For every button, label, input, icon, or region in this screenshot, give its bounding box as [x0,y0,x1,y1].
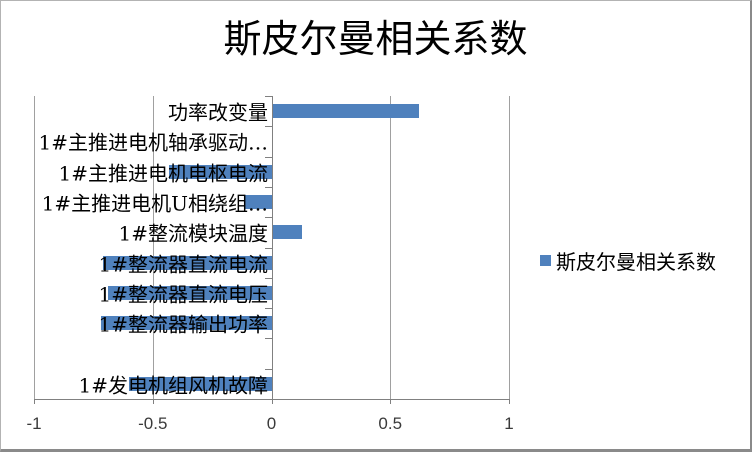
x-axis-tick-labels: -1 -0.5 0 0.5 1 [26,399,513,433]
category-boundary-tick [264,368,272,370]
legend: 斯皮尔曼相关系数 [540,248,716,274]
rows: 功率改变量 1#主推进电机轴承驱动… 1#主推进电机电枢电流 1#主推进电机U相绕组…… [34,96,509,399]
category-label: 1#发电机组风机故障 [78,373,268,398]
category-row: 功率改变量 [34,96,509,126]
category-boundary-tick [264,156,272,158]
legend-label: 斯皮尔曼相关系数 [556,249,716,274]
category-boundary-tick [264,96,272,97]
bar [100,316,272,331]
bar [129,376,272,391]
x-axis-tick-label: 1 [504,414,514,433]
category-row: 1#整流模块温度 [34,217,509,247]
category-row: 1#发电机组风机故障 [34,369,509,399]
category-boundary-tick [264,186,272,188]
gridline [390,96,392,399]
x-axis-tick-label: 0.5 [378,414,403,433]
x-axis-tick-label: -0.5 [138,414,168,433]
bar [169,164,272,179]
x-axis-tick [34,399,35,404]
x-axis-tick-label: 0 [266,414,277,433]
category-boundary-tick [264,217,272,219]
gridline [34,96,35,399]
category-row: 1#主推进电机U相绕组… [34,187,509,217]
plot-area: 功率改变量 1#主推进电机轴承驱动… 1#主推进电机电枢电流 1#主推进电机U相绕组…… [34,96,510,404]
category-row: 1#主推进电机轴承驱动… [34,126,509,156]
category-label: 功率改变量 [168,100,268,125]
category-row: 1#整流器输出功率 [34,308,509,338]
category-label: 1#主推进电机电枢电流 [58,161,268,186]
category-boundary-tick [264,308,272,310]
bar [245,195,272,210]
bar [107,285,272,300]
category-label: 1#整流器直流电压 [98,282,268,307]
category-row: 1#整流器直流电压 [34,278,509,308]
x-axis-tick [271,399,273,404]
category-label: 1#主推进电机轴承驱动… [38,130,268,155]
chart-title: 斯皮尔曼相关系数 [223,17,528,61]
x-axis-tick [509,399,510,404]
legend-swatch-icon [540,254,551,266]
bar [271,225,303,240]
gridline [152,96,154,399]
bar [271,104,419,119]
x-axis-tick [152,399,154,404]
category-axis-line [271,96,273,399]
x-axis-tick-label: -1 [26,414,42,433]
category-boundary-tick [264,277,272,279]
category-boundary-tick [264,338,272,340]
category-label: 1#整流器直流电流 [98,252,268,277]
category-label: 1#整流器输出功率 [98,312,268,337]
category-label: 1#整流模块温度 [118,221,268,246]
category-boundary-tick [264,399,272,400]
x-axis-tick [390,399,392,404]
bar [102,255,272,270]
category-label: 1#主推进电机U相绕组… [41,191,268,216]
category-row: 1#主推进电机电枢电流 [34,157,509,187]
category-boundary-tick [264,247,272,249]
gridline [509,96,510,399]
category-boundary-tick [264,126,272,128]
category-row: 1#整流器直流电流 [34,248,509,278]
